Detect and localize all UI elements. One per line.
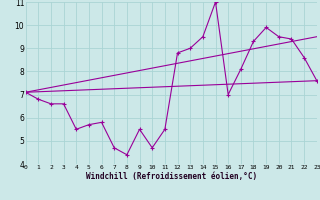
X-axis label: Windchill (Refroidissement éolien,°C): Windchill (Refroidissement éolien,°C)	[86, 172, 257, 181]
